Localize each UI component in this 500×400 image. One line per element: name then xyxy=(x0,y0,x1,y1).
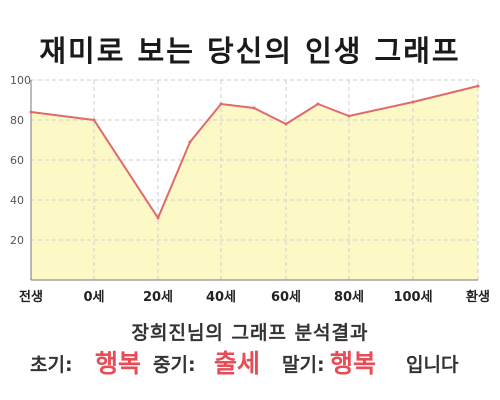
data-point-8 xyxy=(347,114,351,118)
y-tick-label-100: 100 xyxy=(10,74,31,87)
x-tick-label: 40세 xyxy=(206,290,236,305)
y-tick-label-40: 40 xyxy=(10,194,24,207)
x-tick-label: 전생 xyxy=(19,289,43,305)
analysis-result: 초기: 행복 중기: 출세 말기: 행복 입니다 xyxy=(0,348,500,384)
middle-label: 중기: xyxy=(153,354,196,376)
data-point-4 xyxy=(219,102,223,106)
y-tick-label-60: 60 xyxy=(10,154,24,167)
data-point-5 xyxy=(252,106,256,110)
data-point-6 xyxy=(284,122,288,126)
data-point-1 xyxy=(92,118,96,122)
late-label: 말기: xyxy=(282,354,325,376)
early-label: 초기: xyxy=(30,354,73,376)
data-point-3 xyxy=(188,140,192,144)
x-tick-label: 환생 xyxy=(466,289,490,305)
x-tick-label: 0세 xyxy=(83,290,104,305)
x-tick-label: 80세 xyxy=(334,290,364,305)
early-value: 행복 xyxy=(95,349,142,378)
y-tick-label-20: 20 xyxy=(10,234,24,247)
chart-title: 재미로 보는 당신의 인생 그래프 xyxy=(39,34,461,68)
analysis-caption: 장희진님의 그래프 분석결과 xyxy=(131,322,369,344)
x-tick-label: 100세 xyxy=(393,290,432,305)
x-tick-label: 20세 xyxy=(143,290,173,305)
data-point-10 xyxy=(476,84,480,88)
data-point-9 xyxy=(411,100,415,104)
x-tick-label: 60세 xyxy=(271,290,301,305)
data-point-0 xyxy=(29,110,33,114)
life-graph-chart: 20 40 60 80 100 전생 0세 20세 40세 60세 80세 100세 환생 xyxy=(10,74,490,305)
y-tick-label-80: 80 xyxy=(10,114,24,127)
ending-text: 입니다 xyxy=(406,354,459,376)
late-value: 행복 xyxy=(330,349,377,378)
area-fill xyxy=(31,86,478,280)
data-point-2 xyxy=(156,216,160,220)
data-point-7 xyxy=(316,102,320,106)
middle-value: 출세 xyxy=(214,349,261,378)
